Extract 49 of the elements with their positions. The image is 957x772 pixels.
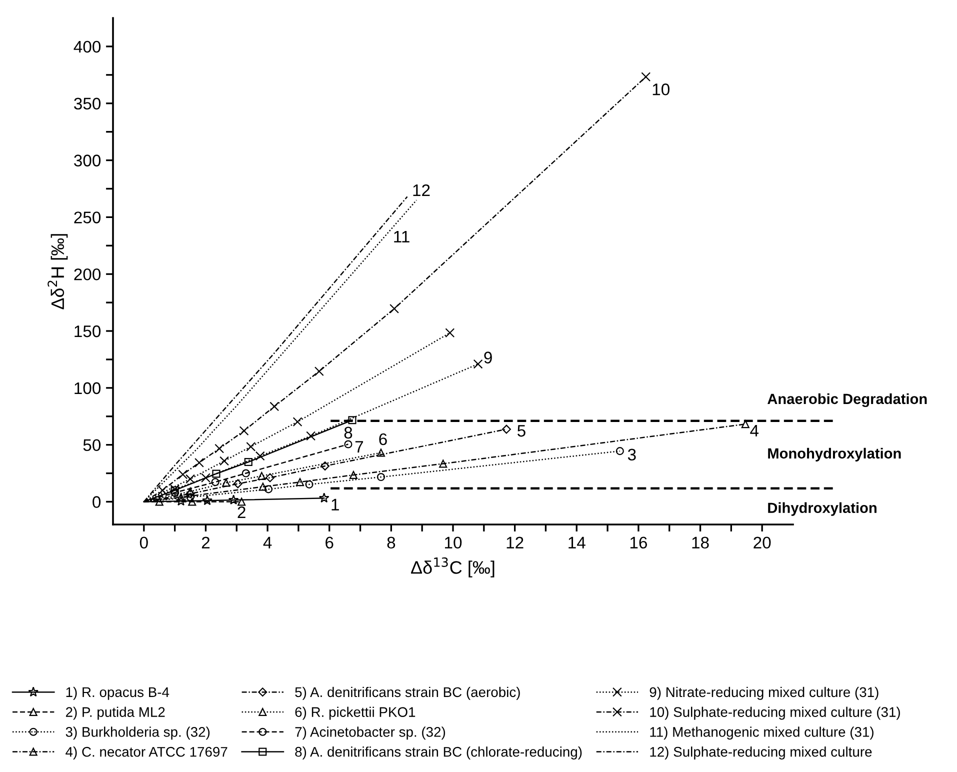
annotation: 8 xyxy=(344,426,352,439)
legend-label: 5) A. denitrificans strain BC (aerobic) xyxy=(295,686,520,700)
x-tick-label: 12 xyxy=(506,536,524,548)
x-tick-label: 18 xyxy=(692,536,709,549)
legend-label: 10) Sulphate-reducing mixed culture (31) xyxy=(650,706,900,720)
x-tick-label: 6 xyxy=(326,536,334,549)
x-tick-label: 8 xyxy=(387,536,396,549)
ref-line-label: Dihydroxylation xyxy=(768,502,876,516)
x-tick-label: 10 xyxy=(445,536,462,549)
annotation: 10 xyxy=(652,84,670,96)
legend-label: 1) R. opacus B-4 xyxy=(66,686,170,700)
y-tick-label: 0 xyxy=(92,496,101,508)
legend-label: 9) Nitrate-reducing mixed culture (31) xyxy=(650,686,878,700)
ref-line-label: Anaerobic Degradation xyxy=(768,393,927,408)
annotation: 4 xyxy=(750,424,759,436)
legend-label: 7) Acinetobacter sp. (32) xyxy=(295,726,446,740)
annotation: 6 xyxy=(379,433,387,446)
x-tick-label: 14 xyxy=(568,536,586,548)
annotation: 3 xyxy=(628,448,636,461)
annotation: Monohydroxylation xyxy=(768,448,901,462)
annotation: 11 xyxy=(394,230,410,242)
annotation: 9 xyxy=(484,352,492,364)
y-tick-label: 150 xyxy=(74,325,101,338)
legend-label: 2) P. putida ML2 xyxy=(66,706,165,720)
legend-label: 4) C. necator ATCC 17697 xyxy=(66,746,228,760)
legend-label: 12) Sulphate-reducing mixed culture xyxy=(650,746,872,760)
x-tick-label: 16 xyxy=(630,536,647,549)
y-tick-label: 250 xyxy=(74,212,101,224)
annotation: 12 xyxy=(413,184,430,196)
y-tick-label: 300 xyxy=(74,154,101,166)
x-axis-title: Δδ$^{13}$C [‰] xyxy=(411,557,494,578)
y-tick-label: 100 xyxy=(74,382,101,394)
annotation: 5 xyxy=(518,425,526,437)
legend-label: 8) A. denitrificans strain BC (chlorate-reducing) xyxy=(295,746,582,760)
x-tick-label: 2 xyxy=(202,536,210,548)
annotation: 2 xyxy=(238,506,246,518)
legend-label: 6) R. pickettii PKO1 xyxy=(295,706,416,720)
y-tick-label: 50 xyxy=(83,439,101,452)
legend-label: 11) Methanogenic mixed culture (31) xyxy=(650,726,874,740)
y-tick-label: 400 xyxy=(74,40,101,53)
y-tick-label: 350 xyxy=(74,98,101,110)
x-tick-label: 0 xyxy=(140,536,148,549)
x-tick-label: 4 xyxy=(263,536,272,548)
legend-label: 3) Burkholderia sp. (32) xyxy=(66,726,210,740)
y-axis-title: Δδ$^{2}$H [‰] xyxy=(48,234,68,310)
annotation: 1 xyxy=(332,498,339,510)
x-tick-label: 20 xyxy=(754,536,771,549)
y-tick-label: 200 xyxy=(74,268,101,280)
annotation: 7 xyxy=(355,441,364,453)
